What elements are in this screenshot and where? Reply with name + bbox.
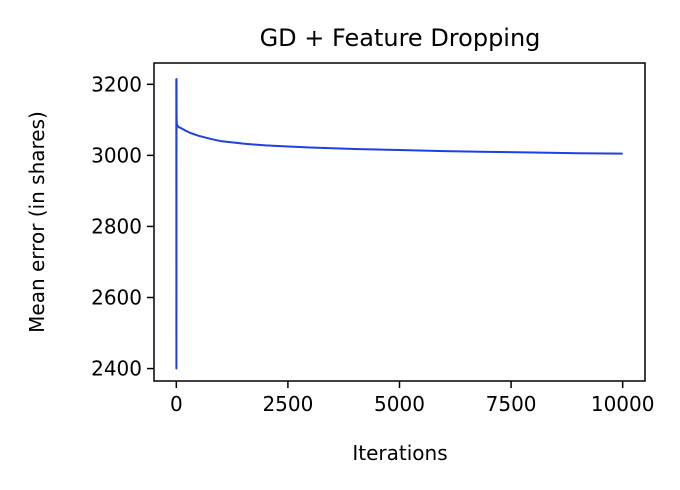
y-tick-label: 3000 (91, 143, 142, 167)
x-tick-label: 0 (170, 392, 183, 416)
plot-frame (153, 62, 646, 382)
y-axis-label: Mean error (in shares) (25, 111, 49, 333)
y-tick-label: 2400 (91, 357, 142, 381)
y-tick-label: 3200 (91, 72, 142, 96)
x-tick-label: 2500 (262, 392, 313, 416)
x-tick-label: 5000 (374, 392, 425, 416)
x-axis-label: Iterations (352, 441, 447, 465)
x-axis: 0 2500 5000 7500 10000 (170, 381, 655, 416)
plot-area (175, 77, 623, 370)
chart-title: GD + Feature Dropping (260, 24, 541, 52)
y-axis: 2400 2600 2800 3000 3200 (91, 72, 154, 381)
y-tick-label: 2800 (91, 214, 142, 238)
y-tick-label: 2600 (91, 286, 142, 310)
x-tick-label: 10000 (591, 392, 655, 416)
x-tick-label: 7500 (486, 392, 537, 416)
series-line-0 (175, 77, 623, 370)
